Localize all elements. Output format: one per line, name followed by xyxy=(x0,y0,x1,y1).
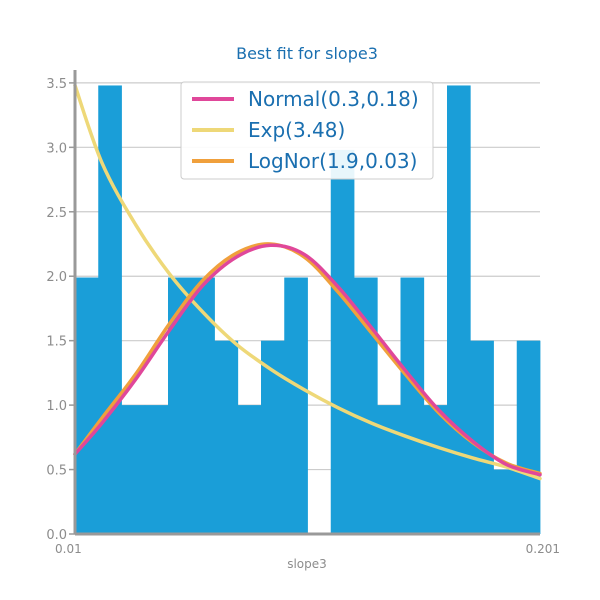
histogram-bar xyxy=(121,405,146,534)
histogram-bar xyxy=(284,277,308,534)
histogram-bar xyxy=(261,340,285,534)
x-axis-ticks: 0.01 0.201 xyxy=(55,542,560,556)
y-tick-label: 0.5 xyxy=(46,464,67,479)
x-axis-label: slope3 xyxy=(287,557,327,571)
histogram-bar xyxy=(330,149,355,534)
histogram-bar xyxy=(98,85,122,534)
fit-line-exp xyxy=(73,83,542,481)
legend: Normal(0.3,0.18) Exp(3.48) LogNor(1.9,0.… xyxy=(180,81,434,180)
x-tick-label-end: 0.201 xyxy=(526,542,560,556)
fit-lines xyxy=(73,83,542,481)
y-tick-label: 2.5 xyxy=(46,206,67,221)
histogram-bars xyxy=(75,85,541,534)
histogram-bar xyxy=(144,405,169,534)
histogram-bar xyxy=(470,340,494,534)
y-axis-ticks: 0.0 0.5 1.0 1.5 2.0 2.5 3.0 3.5 xyxy=(46,77,75,543)
y-tick-label: 3.5 xyxy=(46,77,67,92)
y-tick-label: 2.0 xyxy=(46,270,67,285)
histogram-bar xyxy=(237,405,262,534)
histogram-bar xyxy=(423,405,448,534)
legend-label-lognor: LogNor(1.9,0.03) xyxy=(248,149,417,173)
histogram-bar xyxy=(493,469,518,534)
histogram-bar xyxy=(400,277,425,534)
histogram-bar xyxy=(191,277,215,534)
y-tick-label: 0.0 xyxy=(46,528,67,543)
histogram-bar xyxy=(377,405,401,534)
fit-line-normal xyxy=(73,243,542,477)
y-tick-label: 3.0 xyxy=(46,141,67,156)
legend-label-normal: Normal(0.3,0.18) xyxy=(248,87,419,111)
histogram-bar xyxy=(354,277,378,534)
chart-title: Best fit for slope3 xyxy=(236,44,378,63)
y-tick-label: 1.5 xyxy=(46,335,67,350)
legend-label-exp: Exp(3.48) xyxy=(248,118,345,142)
histogram-bar xyxy=(214,340,239,534)
x-tick-label-start: 0.01 xyxy=(55,542,82,556)
histogram-bar xyxy=(447,85,471,534)
y-tick-label: 1.0 xyxy=(46,399,67,414)
legend-box xyxy=(180,81,434,180)
histogram-bar xyxy=(168,277,192,534)
histogram-bar xyxy=(75,277,99,534)
histogram-bar xyxy=(516,340,541,534)
